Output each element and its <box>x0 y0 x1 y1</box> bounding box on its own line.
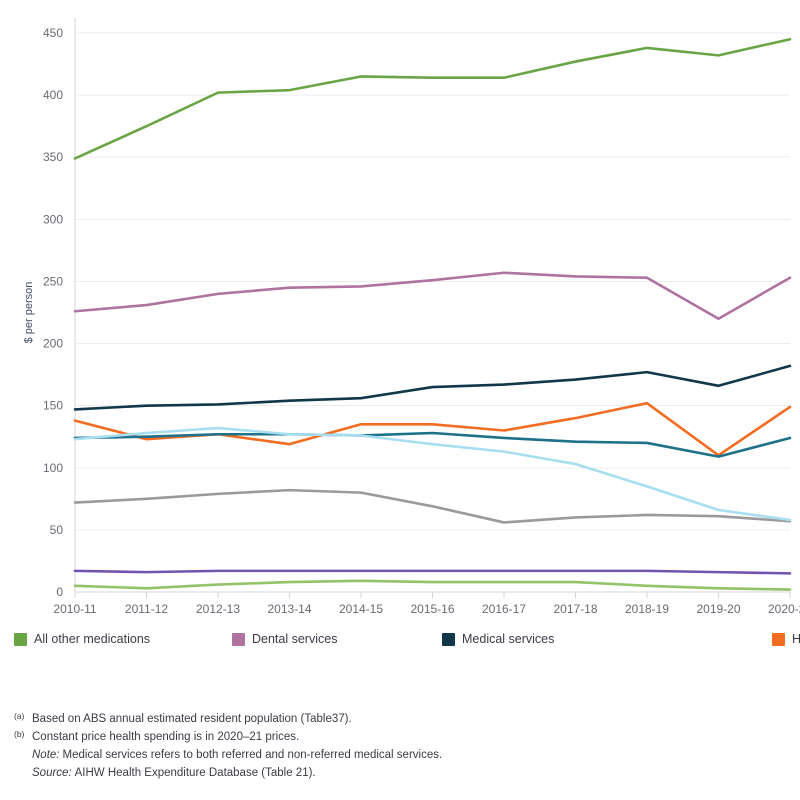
legend-swatch-icon <box>442 632 455 646</box>
footnote-row: Source: AIHW Health Expenditure Database … <box>14 764 786 782</box>
footnote-marker: (a) <box>14 711 25 721</box>
y-axis-tick-label: 300 <box>43 212 63 226</box>
footnote-key: Note: <box>32 749 60 761</box>
footnote-row: (a) Based on ABS annual estimated residen… <box>14 710 786 728</box>
series-line-dental-services[interactable] <box>73 271 792 321</box>
x-axis-tick-label: 2020-21 <box>768 602 800 616</box>
series-line-community-and-public-health[interactable] <box>73 579 792 591</box>
y-axis-tick-label: 150 <box>43 399 63 413</box>
x-axis-tick-label: 2015-16 <box>410 602 454 616</box>
series-line-other-health-practitioners[interactable] <box>73 426 792 522</box>
series-line-patient-transport-services[interactable] <box>73 569 792 575</box>
series-line-medical-services[interactable] <box>73 364 792 411</box>
x-axis-tick-label: 2016-17 <box>482 602 526 616</box>
footnote-key: Source: <box>32 767 72 779</box>
legend-item-dental-services[interactable]: Dental services <box>232 628 442 650</box>
footnote-marker: (b) <box>14 729 25 739</box>
chart-legend: All other medications Dental services Medi… <box>14 628 800 650</box>
legend-item-label: Medical services <box>462 631 555 646</box>
series-line-all-other-medications[interactable] <box>73 37 792 160</box>
x-axis-tick-label: 2017-18 <box>553 602 597 616</box>
y-axis-tick-label: 0 <box>56 585 63 599</box>
y-axis-title: $ per person <box>23 282 35 344</box>
x-axis-tick-label: 2011-12 <box>125 602 168 616</box>
y-axis-tick-label: 350 <box>43 150 63 164</box>
legend-item-all-other-medications[interactable]: All other medications <box>14 628 232 650</box>
legend-item-hospitals[interactable]: Hospitals <box>772 628 800 650</box>
x-axis-tick-label: 2014-15 <box>339 602 383 616</box>
y-axis-tick-label: 250 <box>43 274 63 288</box>
x-axis-tick-label: 2018-19 <box>625 602 669 616</box>
series-line-aids-and-appliances[interactable] <box>73 431 792 458</box>
footnote-row: Note: Medical services refers to both ref… <box>14 746 786 764</box>
footnote-text: AIHW Health Expenditure Database (Table … <box>74 767 316 779</box>
legend-item-label: Dental services <box>252 631 338 646</box>
footnote-text: Based on ABS annual estimated resident p… <box>32 713 352 725</box>
x-axis-tick-label: 2019-20 <box>696 602 740 616</box>
chart-plot-svg: 0 50 100 150 200 250 300 350 400 450 $ per person 2… <box>23 18 800 616</box>
legend-swatch-icon <box>14 632 27 646</box>
chart-footnotes: (a) Based on ABS annual estimated residen… <box>14 710 786 782</box>
y-axis-tick-label: 400 <box>43 88 63 102</box>
y-axis-tick-label: 50 <box>50 523 64 537</box>
x-axis-tick-label: 2012-13 <box>196 602 240 616</box>
x-axis-tick-label: 2013-14 <box>267 602 311 616</box>
legend-item-medical-services[interactable]: Medical services <box>442 628 772 650</box>
legend-swatch-icon <box>232 632 245 646</box>
y-axis-tick-label: 200 <box>43 337 63 351</box>
legend-item-label: All other medications <box>34 631 151 646</box>
line-chart-figure: 0 50 100 150 200 250 300 350 400 450 $ per person 2… <box>23 18 800 616</box>
y-axis-tick-label: 450 <box>43 26 63 40</box>
x-axis-tick-label: 2010-11 <box>53 602 96 616</box>
footnote-text: Medical services refers to both referred… <box>62 749 443 761</box>
legend-swatch-icon <box>772 632 785 646</box>
footnote-text: Constant price health spending is in 202… <box>32 731 300 743</box>
y-axis-tick-label: 100 <box>43 461 63 475</box>
series-line-benefit-paid-pharmaceuticals[interactable] <box>73 488 792 524</box>
legend-item-label: Hospitals <box>792 631 800 646</box>
footnote-row: (b) Constant price health spending is in … <box>14 728 786 746</box>
